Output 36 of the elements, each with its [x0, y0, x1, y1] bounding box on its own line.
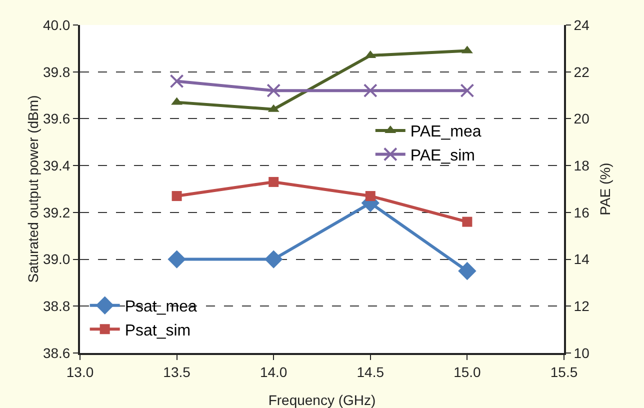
- y2-tick-label: 12: [574, 298, 590, 314]
- x-tick-label: 14.5: [356, 364, 384, 380]
- y-tick-label: 39.0: [42, 251, 70, 268]
- y2-axis-title: PAE (%): [597, 162, 613, 216]
- x-tick-label: 15.0: [454, 364, 482, 380]
- y2-tick-label: 20: [574, 110, 590, 127]
- point: [168, 250, 186, 268]
- x-tick-label: 14.0: [260, 364, 288, 380]
- point: [264, 250, 283, 268]
- point: [462, 216, 472, 227]
- legend-label: Psat_mea: [124, 298, 197, 316]
- point: [458, 262, 476, 280]
- x-tick-label: 13.0: [66, 364, 94, 380]
- y2-tick-label: 14: [574, 251, 590, 268]
- x-tick-label: 15.5: [550, 364, 578, 380]
- y2-tick-label: 24: [574, 16, 590, 33]
- y2-tick-label: 18: [574, 157, 590, 174]
- y-tick-label: 38.6: [42, 344, 70, 361]
- point: [172, 191, 182, 202]
- x-axis-title: Frequency (GHz): [268, 392, 376, 408]
- legend-label: PAE_sim: [410, 148, 476, 164]
- y2-tick-label: 16: [574, 204, 590, 220]
- y2-tick-label: 10: [574, 344, 590, 361]
- y-tick-label: 38.8: [42, 298, 70, 314]
- x-tick-label: 13.5: [163, 364, 191, 380]
- legend-label: Psat_sim: [124, 322, 191, 340]
- y-tick-label: 39.6: [42, 110, 70, 127]
- legend-label: PAE_mea: [410, 124, 482, 141]
- y2-tick-label: 22: [574, 64, 590, 80]
- point: [365, 191, 376, 202]
- y-tick-label: 39.2: [42, 204, 70, 220]
- y-tick-label: 39.8: [42, 64, 70, 80]
- y-axis-title: Saturated output power (dBm): [24, 95, 41, 283]
- y-tick-label: 40.0: [42, 16, 70, 33]
- y-tick-label: 39.4: [42, 157, 70, 174]
- point: [268, 176, 279, 187]
